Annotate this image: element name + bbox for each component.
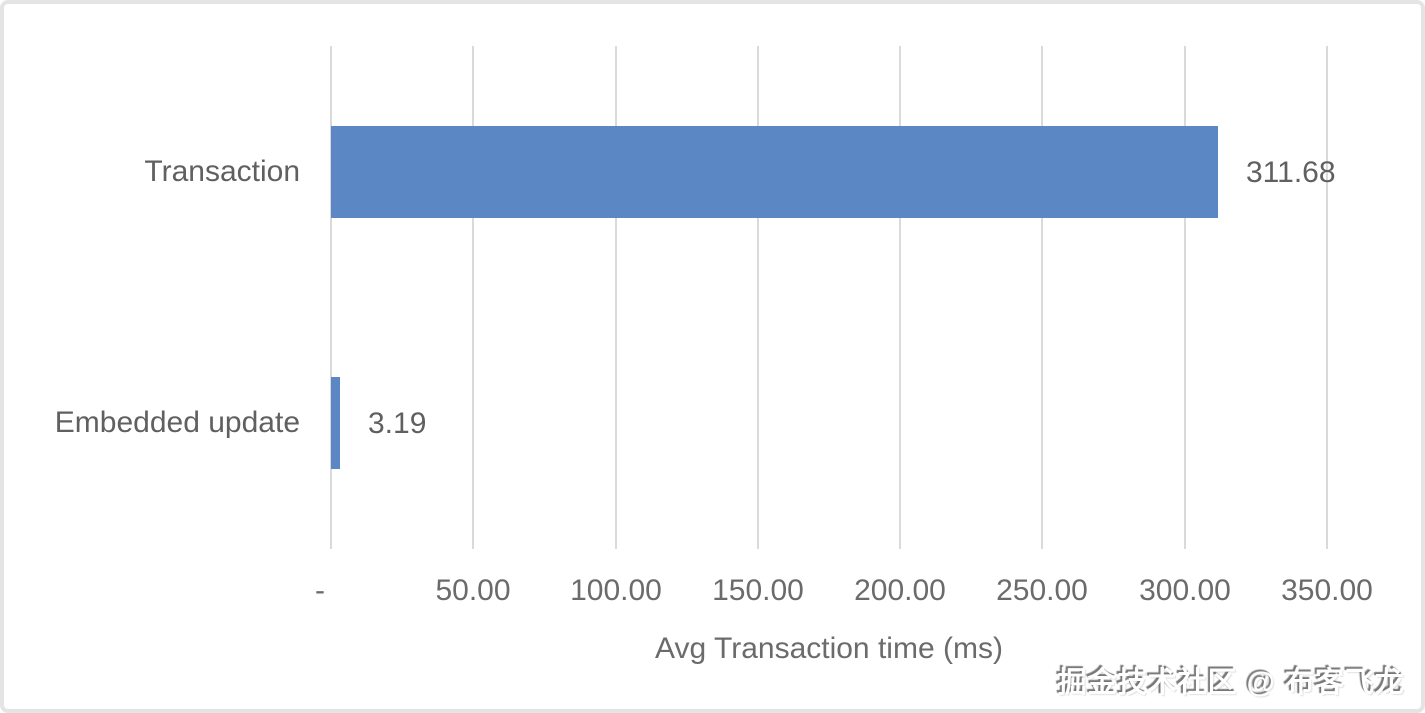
gridline [756,46,759,549]
bar-transaction [331,126,1218,218]
x-tick-label: 250.00 [996,574,1088,607]
watermark: 掘金技术社区 @ 布客飞龙 [1057,667,1405,699]
x-tick-label: 50.00 [435,574,511,607]
x-tick-label: 300.00 [1139,574,1231,607]
x-tick-label: 150.00 [712,574,804,607]
x-tick-label: - [315,574,325,607]
gridline [614,46,617,549]
gridline [1326,46,1328,549]
x-tick-label: 350.00 [1281,574,1373,607]
data-label: 3.19 [368,407,427,440]
gridline [1183,46,1186,549]
gridline [899,46,902,549]
x-axis-title: Avg Transaction time (ms) [655,632,1003,665]
category-label: Embedded update [54,406,300,439]
category-label: Transaction [144,155,300,188]
bar-embedded-update [331,377,340,469]
gridline [472,46,475,549]
gridline [330,46,332,549]
x-tick-label: 200.00 [854,574,946,607]
gridline [1041,46,1044,549]
data-label: 311.68 [1246,156,1336,189]
x-tick-label: 100.00 [570,574,662,607]
